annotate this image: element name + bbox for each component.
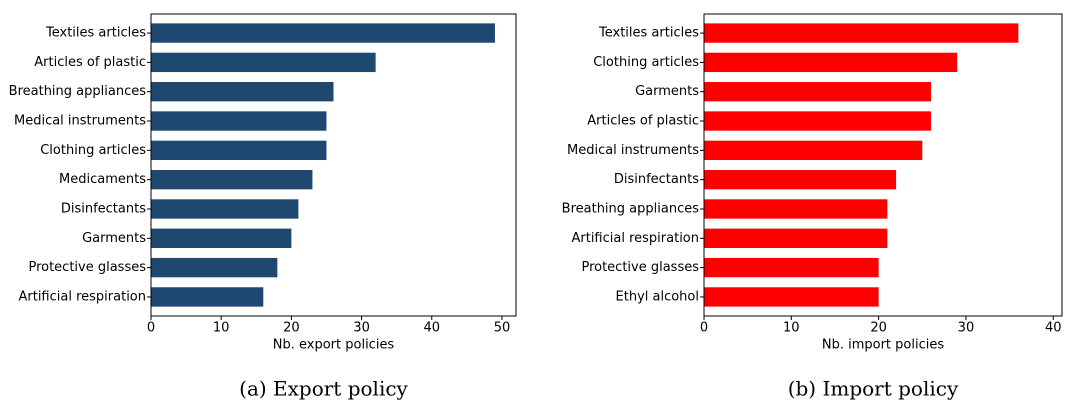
bar — [151, 140, 327, 161]
bar — [704, 228, 888, 248]
x-axis-label: Nb. import policies — [822, 338, 944, 353]
bar — [151, 287, 264, 307]
y-tick-label: Protective glasses — [28, 260, 146, 275]
bar — [704, 140, 923, 161]
y-tick-label: Garments — [82, 231, 146, 246]
bar — [151, 23, 495, 43]
bar — [704, 111, 932, 131]
bar — [704, 23, 1019, 43]
y-tick-label: Medical instruments — [567, 143, 699, 158]
y-tick-label: Clothing articles — [40, 143, 146, 158]
caption: (b) Import policy — [788, 377, 959, 401]
y-tick-label: Articles of plastic — [587, 114, 699, 129]
bar — [704, 82, 932, 102]
x-tick-label: 20 — [283, 321, 300, 336]
bar — [151, 111, 327, 131]
x-tick-label: 50 — [494, 321, 511, 336]
y-tick-label: Textiles articles — [598, 26, 699, 41]
bar — [704, 287, 879, 307]
x-tick-label: 30 — [353, 321, 370, 336]
bar — [151, 199, 299, 219]
bar — [151, 257, 278, 278]
y-tick-label: Medicaments — [59, 172, 146, 187]
bar — [151, 82, 334, 102]
x-tick-label: 20 — [870, 321, 887, 336]
bar — [704, 199, 888, 219]
y-tick-label: Breathing appliances — [9, 84, 147, 99]
x-tick-label: 0 — [700, 321, 708, 336]
y-tick-label: Protective glasses — [581, 260, 699, 275]
x-tick-label: 30 — [958, 321, 975, 336]
y-tick-label: Medical instruments — [14, 114, 146, 129]
axes-frame — [150, 13, 517, 317]
x-tick-label: 10 — [213, 321, 230, 336]
axes-frame — [703, 13, 1063, 317]
x-tick-label: 10 — [783, 321, 800, 336]
y-tick-label: Clothing articles — [593, 55, 699, 70]
y-tick-label: Artificial respiration — [571, 231, 699, 246]
y-tick-label: Disinfectants — [614, 172, 699, 187]
x-tick-label: 40 — [1045, 321, 1062, 336]
y-tick-label: Breathing appliances — [562, 201, 700, 216]
x-tick-label: 40 — [423, 321, 440, 336]
caption: (a) Export policy — [239, 377, 408, 401]
x-axis-label: Nb. export policies — [273, 338, 395, 353]
y-tick-label: Artificial respiration — [18, 289, 146, 304]
bar — [151, 228, 292, 248]
y-tick-label: Garments — [635, 84, 699, 99]
x-tick-label: 0 — [147, 321, 155, 336]
bar — [704, 169, 897, 190]
bar — [151, 52, 376, 73]
y-tick-label: Ethyl alcohol — [616, 289, 699, 304]
bar — [704, 257, 879, 278]
bar — [704, 52, 958, 73]
bar — [151, 169, 313, 190]
y-tick-label: Articles of plastic — [34, 55, 146, 70]
y-tick-label: Textiles articles — [45, 26, 146, 41]
y-tick-label: Disinfectants — [61, 201, 146, 216]
